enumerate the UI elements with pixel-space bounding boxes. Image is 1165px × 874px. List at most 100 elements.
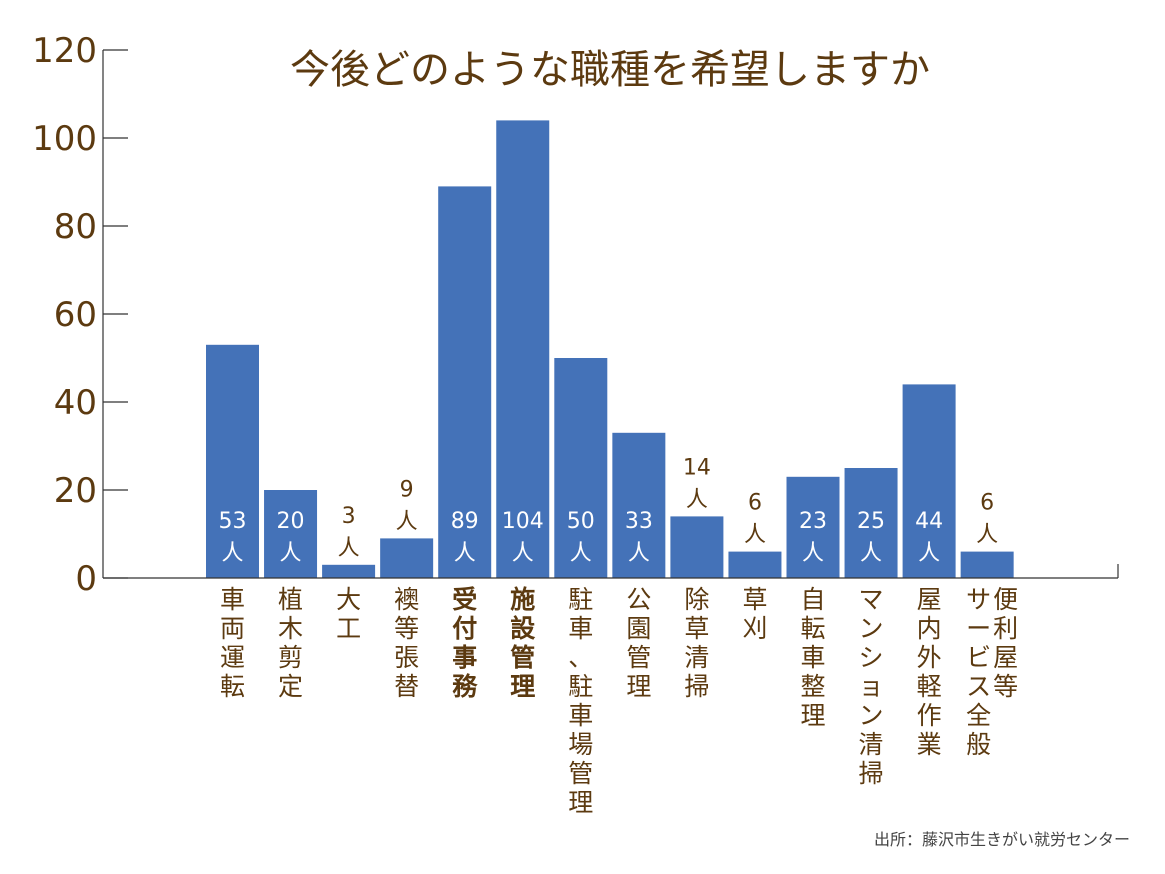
category-label-char: ビ [966,643,991,672]
category-label-char: 屋 [993,643,1018,672]
bar [670,516,724,578]
category-label: 草刈 [742,585,767,643]
bar [264,490,318,578]
category-label-char: 理 [626,672,651,701]
category-label-char: 設 [510,614,536,643]
category-label-char: 車 [800,643,825,672]
category-label-char: 内 [917,614,942,643]
bar-value-unit: 人 [396,509,418,534]
category-label-char: 軽 [917,672,942,701]
y-axis: 0 20 40 60 80 100 120 [32,31,128,599]
category-label-char: 襖 [394,585,419,614]
bar [380,538,434,578]
bar-value-unit: 人 [454,541,476,566]
bar-value-unit: 人 [512,541,534,566]
category-label-char: 剪 [278,643,303,672]
bar-value-label: 53 [219,509,247,534]
bar-value-unit: 人 [802,541,824,566]
bar-value-label: 3 [342,504,356,529]
category-label-char: 掃 [859,759,884,788]
category-label-char: 受 [452,585,477,614]
category-label-char: 刈 [742,614,767,643]
category-label-char: 清 [859,730,884,759]
category-label-char: 施 [510,585,535,614]
category-label-char: 公 [626,585,651,614]
category-label-char: 駐 [568,672,593,701]
bar-value-unit: 人 [976,523,998,548]
bar [438,186,492,578]
category-label-char: ー [966,614,991,643]
category-label-char: ン [859,614,884,643]
category-label-char: 場 [568,730,593,759]
bar-value-label: 25 [857,509,885,534]
category-label-char: 張 [394,643,419,672]
bar-value-unit: 人 [686,487,708,512]
bar-value-label: 6 [980,491,994,516]
category-label-char: 全 [966,701,991,730]
bar-value-unit: 人 [280,541,302,566]
category-label-char: 付 [452,614,477,643]
category-label-char: 除 [684,585,709,614]
bar-value-label: 89 [451,509,479,534]
category-label-char: 管 [568,759,593,788]
category-label-char: 駐 [568,585,593,614]
category-label-char: 転 [800,614,825,643]
bar [322,564,376,578]
bar-value-label: 33 [625,509,653,534]
category-label-char: 般 [966,730,991,759]
bar-value-label: 14 [683,455,711,480]
category-label-char: 等 [993,672,1018,701]
category-label-char: ン [859,701,884,730]
category-label-char: 整 [800,672,825,701]
x-axis: 車両運転植木剪定大工襖等張替受付事務施設管理駐車、駐車場管理公園管理除草清掃草刈… [103,564,1119,817]
category-label-char: 外 [917,643,942,672]
category-label-char: 理 [568,788,593,817]
category-label-char: 屋 [917,585,942,614]
bar-value-label: 6 [748,491,762,516]
bar-value-label: 20 [277,509,305,534]
category-label-char: 両 [220,614,245,643]
bar [960,551,1014,578]
bar-value-label: 23 [799,509,827,534]
category-label-char: 掃 [684,672,709,701]
category-label-char: ス [966,672,991,701]
category-label-char: 管 [626,643,651,672]
y-tick-label: 100 [32,119,97,159]
category-label-char: 園 [626,614,651,643]
bar [728,551,782,578]
category-label-char: 理 [800,701,825,730]
category-label-char: 作 [917,701,942,730]
y-tick-label: 40 [54,383,97,423]
category-label-char: 等 [394,614,419,643]
category-label-char: 車 [220,585,245,614]
category-label-char: 転 [220,672,245,701]
category-label-char: 植 [278,585,303,614]
category-label-char: ョ [859,672,884,701]
category-label-char: 清 [684,643,709,672]
bar [206,344,259,578]
bar-value-unit: 人 [918,541,940,566]
bar [612,432,666,578]
y-tick-label: 20 [54,471,97,511]
category-label-char: 管 [510,643,535,672]
category-label: 大工 [336,585,361,643]
category-label-char: 利 [993,614,1018,643]
bars: 53 人 20 人 3 人 9 人 89 人 104 人 50 人 33 人 14 人 6 人 23 人 25 人 44 人 6 人 [206,120,1014,579]
category-label-char: 理 [510,672,535,701]
category-label-char: 業 [917,730,942,759]
category-label-char: 木 [278,614,303,643]
category-label-char: 替 [394,672,419,701]
category-label-char: 草 [684,614,709,643]
category-label-char: サ [966,585,991,614]
bar-value-label: 50 [567,509,595,534]
